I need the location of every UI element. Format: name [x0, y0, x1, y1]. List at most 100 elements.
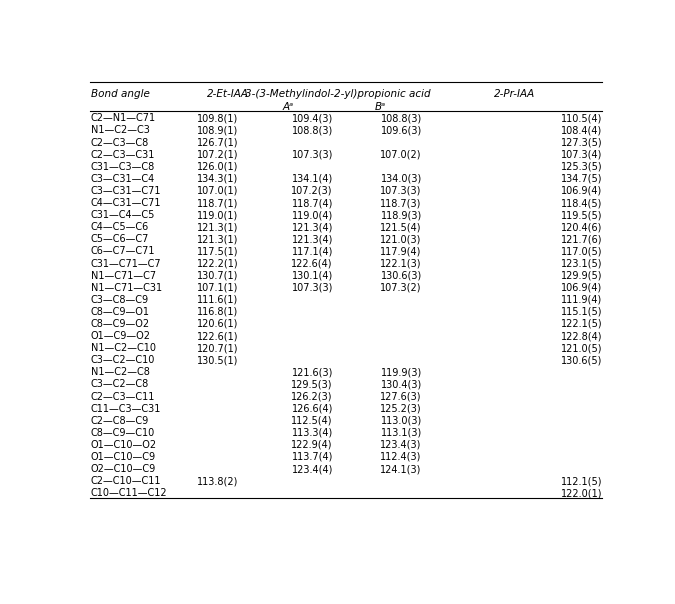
Text: 112.4(3): 112.4(3): [381, 452, 422, 462]
Text: 121.0(3): 121.0(3): [381, 234, 422, 245]
Text: 123.1(5): 123.1(5): [561, 259, 602, 269]
Text: 130.7(1): 130.7(1): [197, 271, 239, 281]
Text: 111.9(4): 111.9(4): [561, 295, 602, 305]
Text: C2—C3—C31: C2—C3—C31: [90, 150, 155, 159]
Text: 126.7(1): 126.7(1): [197, 138, 239, 147]
Text: 119.0(1): 119.0(1): [198, 210, 239, 220]
Text: C3—C31—C71: C3—C31—C71: [90, 186, 161, 196]
Text: 122.8(4): 122.8(4): [561, 331, 602, 341]
Text: C8—C9—C10: C8—C9—C10: [90, 428, 155, 438]
Text: 111.6(1): 111.6(1): [198, 295, 239, 305]
Text: 126.2(3): 126.2(3): [292, 391, 333, 402]
Text: C2—C3—C11: C2—C3—C11: [90, 391, 155, 402]
Text: 122.0(1): 122.0(1): [561, 488, 602, 498]
Text: 120.6(1): 120.6(1): [197, 319, 239, 329]
Text: 122.9(4): 122.9(4): [292, 440, 333, 450]
Text: 130.6(3): 130.6(3): [381, 271, 422, 281]
Text: 107.1(1): 107.1(1): [197, 283, 239, 293]
Text: 115.1(5): 115.1(5): [561, 307, 602, 317]
Text: 118.7(4): 118.7(4): [292, 198, 333, 208]
Text: 118.9(3): 118.9(3): [381, 210, 422, 220]
Text: 134.3(1): 134.3(1): [198, 174, 239, 184]
Text: C31—C3—C8: C31—C3—C8: [90, 162, 155, 172]
Text: C8—C9—O1: C8—C9—O1: [90, 307, 150, 317]
Text: 2-Et-IAA: 2-Et-IAA: [207, 89, 249, 99]
Text: 119.5(5): 119.5(5): [561, 210, 602, 220]
Text: O1—C9—O2: O1—C9—O2: [90, 331, 151, 341]
Text: 112.5(4): 112.5(4): [292, 416, 333, 426]
Text: 107.3(3): 107.3(3): [381, 186, 422, 196]
Text: 118.7(1): 118.7(1): [197, 198, 239, 208]
Text: 118.4(5): 118.4(5): [561, 198, 602, 208]
Text: 113.0(3): 113.0(3): [381, 416, 422, 426]
Text: 124.1(3): 124.1(3): [381, 464, 422, 474]
Text: 126.0(1): 126.0(1): [197, 162, 239, 172]
Text: N1—C2—C8: N1—C2—C8: [90, 367, 150, 378]
Text: 107.3(3): 107.3(3): [292, 283, 333, 293]
Text: 108.4(4): 108.4(4): [561, 126, 602, 135]
Text: 107.3(4): 107.3(4): [561, 150, 602, 159]
Text: 121.3(1): 121.3(1): [197, 234, 239, 245]
Text: 123.4(3): 123.4(3): [381, 440, 422, 450]
Text: 2-Pr-IAA: 2-Pr-IAA: [494, 89, 535, 99]
Text: 122.1(5): 122.1(5): [561, 319, 602, 329]
Text: 134.1(4): 134.1(4): [292, 174, 333, 184]
Text: C3—C31—C4: C3—C31—C4: [90, 174, 155, 184]
Text: 121.3(4): 121.3(4): [292, 222, 333, 232]
Text: 108.8(3): 108.8(3): [292, 126, 333, 135]
Text: 119.9(3): 119.9(3): [381, 367, 422, 378]
Text: 120.4(6): 120.4(6): [561, 222, 602, 232]
Text: 121.0(5): 121.0(5): [561, 343, 602, 353]
Text: O1—C10—O2: O1—C10—O2: [90, 440, 157, 450]
Text: Aᵃ: Aᵃ: [283, 102, 294, 112]
Text: 107.3(3): 107.3(3): [292, 150, 333, 159]
Text: C3—C2—C10: C3—C2—C10: [90, 355, 155, 365]
Text: C31—C4—C5: C31—C4—C5: [90, 210, 155, 220]
Text: 106.9(4): 106.9(4): [561, 186, 602, 196]
Text: 119.0(4): 119.0(4): [292, 210, 333, 220]
Text: C5—C6—C7: C5—C6—C7: [90, 234, 149, 245]
Text: 113.1(3): 113.1(3): [381, 428, 422, 438]
Text: 108.9(1): 108.9(1): [198, 126, 239, 135]
Text: C2—C10—C11: C2—C10—C11: [90, 476, 161, 486]
Text: C2—C3—C8: C2—C3—C8: [90, 138, 149, 147]
Text: 109.8(1): 109.8(1): [198, 114, 239, 123]
Text: 121.3(4): 121.3(4): [292, 234, 333, 245]
Text: C2—N1—C71: C2—N1—C71: [90, 114, 156, 123]
Text: 3-(3-Methylindol-2-yl)propionic acid: 3-(3-Methylindol-2-yl)propionic acid: [245, 89, 431, 99]
Text: 122.6(4): 122.6(4): [292, 259, 333, 269]
Text: C8—C9—O2: C8—C9—O2: [90, 319, 150, 329]
Text: C6—C7—C71: C6—C7—C71: [90, 246, 155, 257]
Text: 121.3(1): 121.3(1): [197, 222, 239, 232]
Text: C4—C31—C71: C4—C31—C71: [90, 198, 161, 208]
Text: 121.6(3): 121.6(3): [292, 367, 333, 378]
Text: O2—C10—C9: O2—C10—C9: [90, 464, 156, 474]
Text: 108.8(3): 108.8(3): [381, 114, 422, 123]
Text: 129.9(5): 129.9(5): [561, 271, 602, 281]
Text: N1—C2—C3: N1—C2—C3: [90, 126, 150, 135]
Text: 117.5(1): 117.5(1): [197, 246, 239, 257]
Text: C3—C2—C8: C3—C2—C8: [90, 379, 149, 390]
Text: C10—C11—C12: C10—C11—C12: [90, 488, 167, 498]
Text: 129.5(3): 129.5(3): [292, 379, 333, 390]
Text: 117.1(4): 117.1(4): [292, 246, 333, 257]
Text: C4—C5—C6: C4—C5—C6: [90, 222, 149, 232]
Text: 118.7(3): 118.7(3): [381, 198, 422, 208]
Text: 126.6(4): 126.6(4): [292, 403, 333, 414]
Text: N1—C2—C10: N1—C2—C10: [90, 343, 156, 353]
Text: 106.9(4): 106.9(4): [561, 283, 602, 293]
Text: C31—C71—C7: C31—C71—C7: [90, 259, 161, 269]
Text: 121.5(4): 121.5(4): [380, 222, 422, 232]
Text: 113.3(4): 113.3(4): [292, 428, 333, 438]
Text: 130.1(4): 130.1(4): [292, 271, 333, 281]
Text: C3—C8—C9: C3—C8—C9: [90, 295, 148, 305]
Text: 130.5(1): 130.5(1): [197, 355, 239, 365]
Text: 113.7(4): 113.7(4): [292, 452, 333, 462]
Text: 107.2(3): 107.2(3): [292, 186, 333, 196]
Text: 125.2(3): 125.2(3): [380, 403, 422, 414]
Text: 113.8(2): 113.8(2): [197, 476, 239, 486]
Text: 130.6(5): 130.6(5): [561, 355, 602, 365]
Text: 117.9(4): 117.9(4): [381, 246, 422, 257]
Text: 130.4(3): 130.4(3): [381, 379, 422, 390]
Text: C11—C3—C31: C11—C3—C31: [90, 403, 161, 414]
